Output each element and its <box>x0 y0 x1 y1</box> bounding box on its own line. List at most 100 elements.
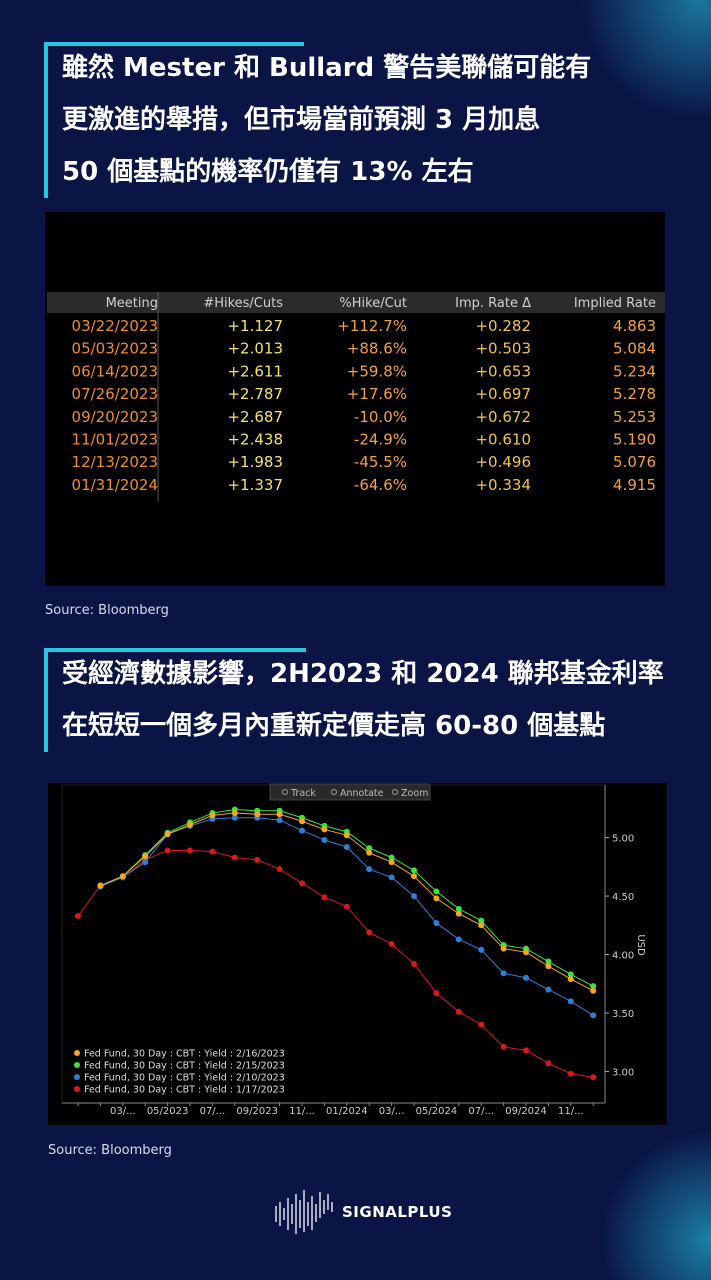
table-cell: 07/26/2023 <box>72 385 158 403</box>
x-tick-label: 01/2024 <box>326 1106 368 1117</box>
x-tick-label: 11/... <box>289 1106 315 1117</box>
heading: 雖然 Mester 和 Bullard 警告美聯儲可能有 更激進的舉措，但市場當前… <box>44 42 591 198</box>
data-point <box>590 983 597 990</box>
data-point <box>366 929 373 936</box>
data-point <box>231 854 238 861</box>
data-point <box>321 826 328 833</box>
data-point <box>75 912 81 919</box>
table-cell: +1.983 <box>227 453 283 471</box>
table-cell: -45.5% <box>354 453 407 471</box>
data-point <box>411 867 417 874</box>
legend-swatch <box>74 1050 80 1056</box>
data-point <box>478 922 485 929</box>
table-cell: -24.9% <box>354 431 407 449</box>
data-point <box>388 874 395 881</box>
data-point <box>343 903 350 910</box>
table-header-bg <box>47 292 665 313</box>
legend-swatch <box>74 1074 80 1080</box>
table-cell: -10.0% <box>354 408 407 426</box>
chart: 3.00 3.50 4.00 4.50 5.00 USD 03/... 05/2023 07/.… <box>61 783 646 1117</box>
heading-line: 受經濟數據影響，2H2023 和 2024 聯邦基金利率 <box>62 659 664 689</box>
y-tick-label: 4.00 <box>612 951 634 962</box>
table-cell: +0.672 <box>475 408 531 426</box>
data-point <box>231 810 238 817</box>
heading-line: 在短短一個多月內重新定價走高 60-80 個基點 <box>62 711 606 741</box>
table-cell: +0.653 <box>475 362 531 380</box>
legend-label: Fed Fund, 30 Day : CBT : Yield : 2/10/20… <box>84 1073 285 1084</box>
accent-bar <box>44 42 304 46</box>
heading-line: 雖然 Mester 和 Bullard 警告美聯儲可能有 <box>62 53 592 83</box>
data-point <box>276 866 283 873</box>
chart-panel: 3.00 3.50 4.00 4.50 5.00 USD 03/... 05/2023 07/.… <box>48 783 667 1125</box>
table-cell: +2.013 <box>227 340 283 358</box>
toolbar <box>269 783 431 801</box>
data-point <box>187 821 193 828</box>
column-header: Imp. Rate Δ <box>455 296 531 311</box>
heading-line: 50 個基點的機率仍僅有 13% 左右 <box>62 157 474 187</box>
table-cell: 5.076 <box>613 453 656 471</box>
data-point <box>500 970 507 977</box>
table-cell: +0.334 <box>475 476 531 494</box>
data-point <box>567 998 574 1005</box>
y-tick-label: 4.50 <box>612 892 634 903</box>
table-cell: 4.915 <box>613 476 656 494</box>
column-header: #Hikes/Cuts <box>203 296 283 311</box>
data-point <box>142 853 149 860</box>
table-cell: +2.687 <box>227 408 283 426</box>
column-header: Meeting <box>106 296 158 311</box>
table-cell: 03/22/2023 <box>72 317 158 335</box>
legend-swatch <box>74 1086 80 1092</box>
table-cell: +0.496 <box>475 453 531 471</box>
table-cell: 09/20/2023 <box>72 408 158 426</box>
data-point <box>567 971 574 978</box>
table-cell: 12/13/2023 <box>72 453 158 471</box>
data-point <box>523 949 529 956</box>
data-point <box>590 1012 597 1019</box>
data-point <box>455 910 462 917</box>
data-point <box>321 836 328 843</box>
brand: SIGNALPLUS <box>342 1203 453 1221</box>
data-point <box>455 905 462 912</box>
table-cell: 5.190 <box>613 431 656 449</box>
x-tick-label: 07/... <box>200 1106 226 1117</box>
data-point <box>388 859 395 866</box>
x-tick-label: 09/2024 <box>505 1106 547 1117</box>
table-cell: +2.787 <box>227 385 283 403</box>
data-point <box>164 847 171 854</box>
table-cell: 5.253 <box>613 408 656 426</box>
data-point <box>276 811 283 818</box>
legend-swatch <box>74 1062 80 1068</box>
data-point <box>142 859 149 866</box>
data-point <box>343 832 350 839</box>
heading: 受經濟數據影響，2H2023 和 2024 聯邦基金利率 在短短一個多月內重新定價… <box>44 648 664 752</box>
data-point <box>187 847 193 854</box>
column-header: Implied Rate <box>574 296 656 311</box>
data-point <box>455 936 462 943</box>
data-point <box>411 960 417 967</box>
table-cell: +0.503 <box>475 340 531 358</box>
data-point <box>455 1008 462 1015</box>
data-point <box>545 986 552 993</box>
toolbar-button: Annotate <box>340 788 384 799</box>
x-tick-label: 03/... <box>379 1106 405 1117</box>
toolbar-button: Zoom <box>401 788 428 799</box>
y-tick-label: 3.50 <box>612 1009 634 1020</box>
data-point <box>366 866 373 873</box>
table-cell: 11/01/2023 <box>72 431 158 449</box>
data-point <box>209 848 216 855</box>
data-point <box>366 845 373 852</box>
accent-bar <box>44 648 306 652</box>
source: Source: Bloomberg <box>48 1143 172 1158</box>
legend-label: Fed Fund, 30 Day : CBT : Yield : 1/17/20… <box>84 1085 285 1096</box>
table-cell: +0.697 <box>475 385 531 403</box>
table-cell: +2.438 <box>227 431 283 449</box>
data-point <box>411 893 417 900</box>
data-point <box>388 941 395 947</box>
table-cell: +59.8% <box>347 362 407 380</box>
data-point <box>433 888 440 895</box>
data-point <box>523 1047 529 1054</box>
data-point <box>366 849 373 856</box>
data-point <box>231 814 238 821</box>
table-cell: 01/31/2024 <box>72 476 158 494</box>
series-line <box>100 812 594 992</box>
